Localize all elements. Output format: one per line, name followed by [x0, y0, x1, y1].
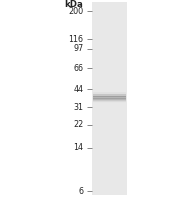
- Text: 200: 200: [68, 7, 83, 16]
- Text: 97: 97: [73, 44, 83, 53]
- Bar: [93, 100, 126, 101]
- Bar: [92, 2, 127, 195]
- Bar: [93, 96, 126, 97]
- Text: 44: 44: [73, 85, 83, 94]
- Bar: [93, 92, 126, 93]
- Text: 116: 116: [68, 35, 83, 44]
- Bar: [93, 96, 126, 97]
- Text: kDa: kDa: [65, 0, 83, 9]
- Bar: [93, 94, 126, 95]
- Bar: [93, 97, 126, 98]
- Text: 6: 6: [78, 187, 83, 196]
- Bar: [93, 99, 126, 100]
- Text: 14: 14: [73, 143, 83, 152]
- Bar: [93, 94, 126, 95]
- Bar: [93, 101, 126, 102]
- Text: 66: 66: [73, 64, 83, 73]
- Bar: [93, 98, 126, 99]
- Text: 31: 31: [73, 103, 83, 112]
- Bar: [93, 99, 126, 100]
- Bar: [93, 102, 126, 103]
- Bar: [93, 98, 126, 99]
- Text: 22: 22: [73, 120, 83, 129]
- Bar: [93, 95, 126, 96]
- Bar: [93, 95, 126, 96]
- Bar: [93, 93, 126, 94]
- Bar: [93, 92, 126, 93]
- Bar: [93, 101, 126, 102]
- Bar: [93, 97, 126, 98]
